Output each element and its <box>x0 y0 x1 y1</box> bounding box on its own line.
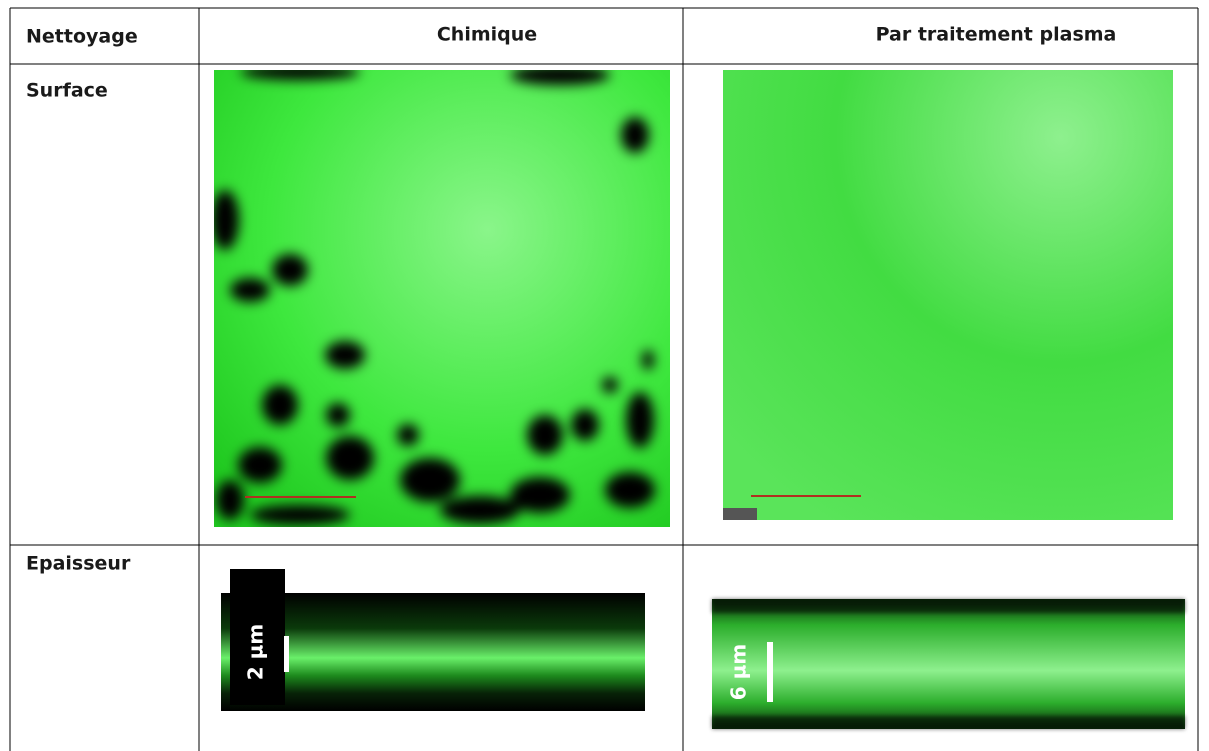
row-label: Epaisseur <box>26 553 131 575</box>
header-cell: Nettoyage <box>26 26 138 48</box>
table-grid <box>9 7 1199 751</box>
surface-image-chemical <box>214 70 670 527</box>
scale-label: 6 µm <box>727 644 751 700</box>
surface-image-plasma <box>723 70 1173 520</box>
row-label: Surface <box>26 80 108 102</box>
thickness-image-plasma: 6 µm <box>712 599 1185 729</box>
scale-label: 2 µm <box>244 624 268 680</box>
header-cell: Par traitement plasma <box>876 24 1117 46</box>
header-cell: Chimique <box>437 24 537 46</box>
thickness-image-chemical: 2 µm <box>221 569 645 711</box>
